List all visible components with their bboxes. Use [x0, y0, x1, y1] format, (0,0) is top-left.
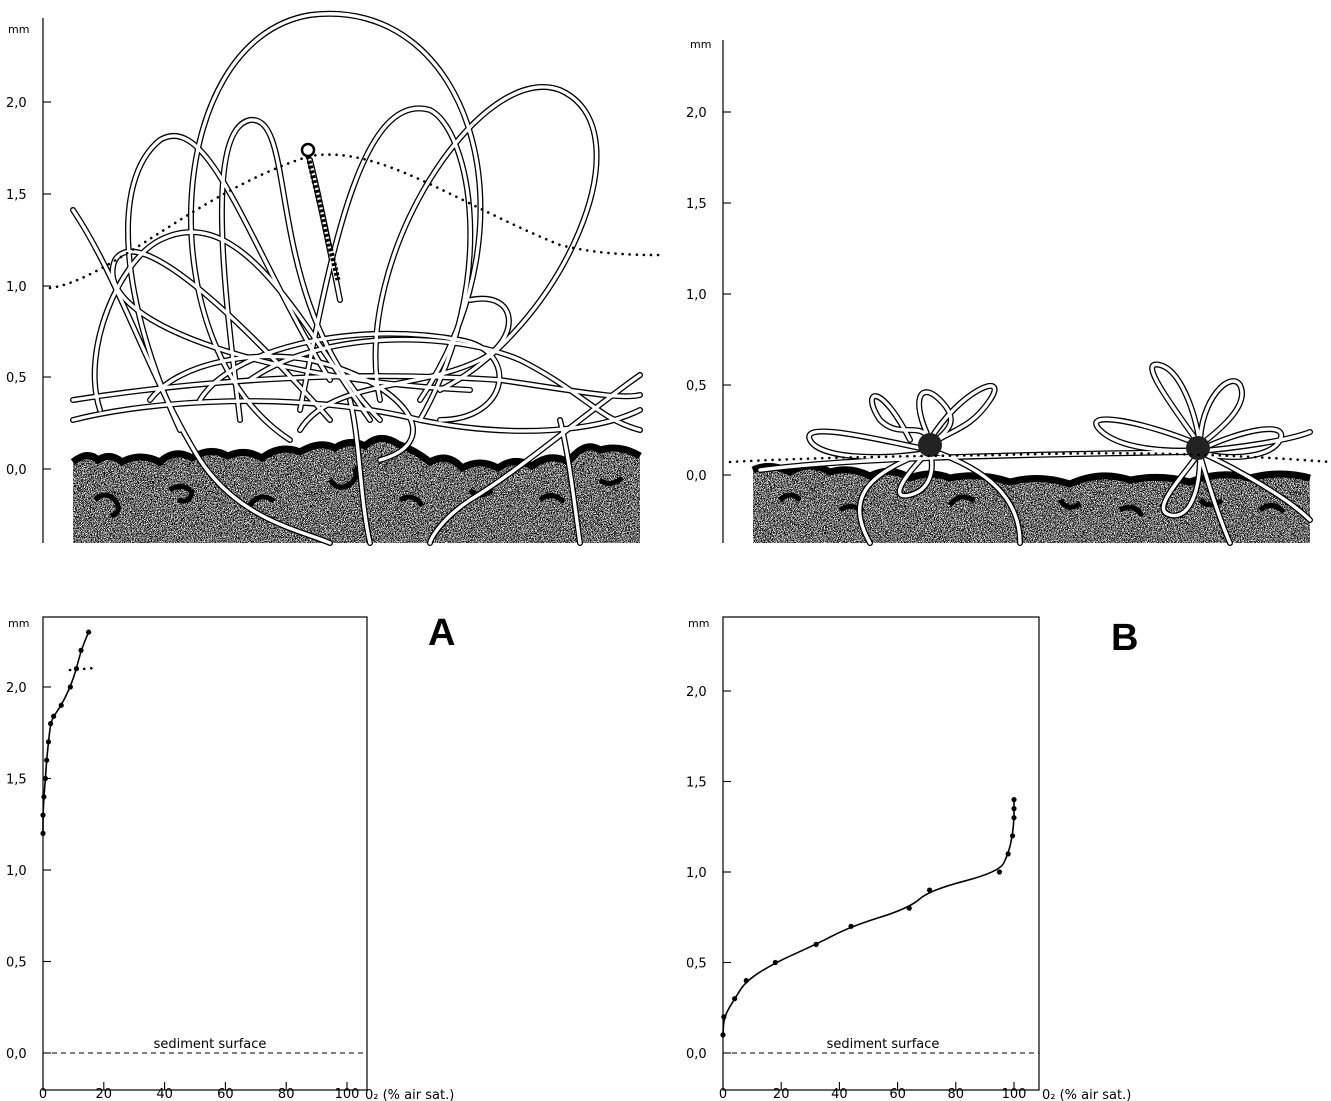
chart-b-sediment-label: sediment surface [827, 1037, 940, 1052]
chart-b-x-axis-label: 0₂ (% air sat.) [1042, 1088, 1131, 1101]
chart-a-points [40, 629, 92, 837]
illus-b-y-ticks [723, 111, 731, 476]
chart-b-data-point [1011, 797, 1017, 803]
chart-b-data-point [732, 996, 738, 1002]
chart-b-points [720, 797, 1017, 1038]
illus-b-sediment [751, 462, 1311, 543]
chart-a-data-point [78, 647, 84, 654]
illus-a-filaments [70, 10, 643, 546]
chart-a-y-tick-label: 0,0 [6, 1047, 27, 1062]
illus-b-filaments [757, 361, 1313, 546]
chart-b-x-tick-label: 60 [889, 1087, 906, 1101]
chart-b-y-tick-label: 0,5 [686, 957, 707, 972]
illus-b-unit-label: mm [690, 38, 711, 51]
illus-a-tick-label: 1,5 [6, 188, 27, 203]
chart-a-x-tick-label: 20 [96, 1087, 113, 1101]
chart-b-data-point [1011, 815, 1017, 821]
chart-b-data-point [720, 1032, 726, 1038]
chart-a-y-tick-label: 2,0 [6, 681, 27, 696]
chart-b-data-point [1011, 806, 1017, 812]
chart-b-data-point [1009, 833, 1016, 839]
illus-b-tick-label: 0,5 [686, 379, 707, 394]
chart-b-y-tick-label: 1,5 [686, 776, 707, 791]
chart-a-data-point [42, 775, 49, 782]
chart-b-y-tick-label: 1,0 [686, 866, 707, 881]
chart-b-frame [722, 616, 1040, 1091]
chart-a-series-line [42, 631, 90, 834]
chart-b-data-point [813, 941, 819, 948]
panel-label-b: B [1111, 617, 1138, 659]
chart-b-x-tick-label: 100 [1002, 1087, 1027, 1101]
chart-b-data-point [927, 887, 933, 893]
chart-a-x-tick-label: 80 [278, 1087, 295, 1101]
chart-a-data-point [40, 812, 46, 818]
chart-b-data-point [743, 978, 749, 984]
chart-a-x-ticks [42, 1082, 348, 1090]
chart-a-x-tick-label: 100 [335, 1087, 360, 1101]
chart-a-y-tick-label: 0,5 [6, 956, 27, 971]
chart-a-data-point [41, 794, 47, 800]
illus-b-tick-label: 1,0 [686, 288, 707, 303]
chart-a-y-tick-label: 1,0 [6, 864, 27, 879]
illus-a-tick-label: 0,0 [6, 463, 27, 478]
chart-b-x-tick-label: 0 [719, 1087, 727, 1101]
chart-b-y-tick-label: 0,0 [686, 1047, 707, 1062]
chart-b: mm 2,0 1,5 1,0 0,5 0,0 0 20 40 60 80 100… [686, 616, 1131, 1101]
chart-a-data-point [86, 629, 92, 635]
illus-b-tick-label: 0,0 [686, 469, 707, 484]
illus-a-tick-label: 1,0 [6, 280, 27, 295]
panel-label-a: A [428, 612, 455, 654]
chart-a-x-tick-label: 60 [217, 1087, 234, 1101]
illus-a-tick-label: 2,0 [6, 96, 27, 111]
illus-b-oxygen-boundary [728, 451, 1331, 464]
chart-b-unit-label: mm [688, 617, 709, 630]
chart-b-x-tick-label: 80 [948, 1087, 965, 1101]
chart-a: mm 2,0 1,5 1,0 0,5 0,0 0 20 40 60 80 100… [6, 616, 454, 1101]
chart-a-sediment-label: sediment surface [154, 1037, 267, 1052]
chart-a-x-axis-label: 0₂ (% air sat.) [365, 1088, 454, 1101]
chart-a-x-tick-label: 0 [39, 1087, 47, 1101]
chart-b-series-line [722, 799, 1015, 1035]
chart-a-frame [42, 616, 368, 1091]
chart-b-data-point [1005, 851, 1011, 857]
chart-b-y-ticks [723, 690, 731, 1054]
illus-a-y-ticks [43, 101, 51, 470]
illustration-a: mm 2,0 1,5 1,0 0,5 0,0 [6, 10, 662, 546]
chart-a-data-point [44, 757, 50, 763]
illus-b-tick-label: 1,5 [686, 197, 707, 212]
chart-b-data-point [848, 923, 854, 929]
chart-a-data-point [48, 721, 54, 727]
chart-b-x-ticks [722, 1082, 1015, 1090]
chart-a-data-point [45, 739, 52, 745]
chart-b-x-tick-label: 40 [831, 1087, 848, 1101]
chart-a-data-point [67, 684, 73, 690]
chart-a-data-point [58, 702, 64, 708]
chart-b-data-point [721, 1014, 727, 1020]
illus-a-unit-label: mm [8, 23, 29, 36]
illus-a-tick-label: 0,5 [6, 371, 27, 386]
chart-b-data-point [772, 959, 778, 966]
chart-a-data-point [51, 713, 57, 719]
chart-a-unit-label: mm [8, 617, 29, 630]
illustration-b: mm 2,0 1,5 1,0 0,5 0,0 [686, 38, 1331, 546]
chart-a-data-point [40, 830, 46, 837]
chart-a-dotted-mark [68, 666, 97, 672]
illus-b-tick-label: 2,0 [686, 106, 707, 121]
chart-a-y-tick-label: 1,5 [6, 773, 27, 788]
chart-b-y-tick-label: 2,0 [686, 685, 707, 700]
illus-a-sediment [70, 435, 642, 543]
chart-b-x-tick-label: 20 [773, 1087, 790, 1101]
chart-b-data-point [906, 905, 912, 911]
chart-b-data-point [996, 869, 1003, 875]
chart-a-x-tick-label: 40 [156, 1087, 173, 1101]
